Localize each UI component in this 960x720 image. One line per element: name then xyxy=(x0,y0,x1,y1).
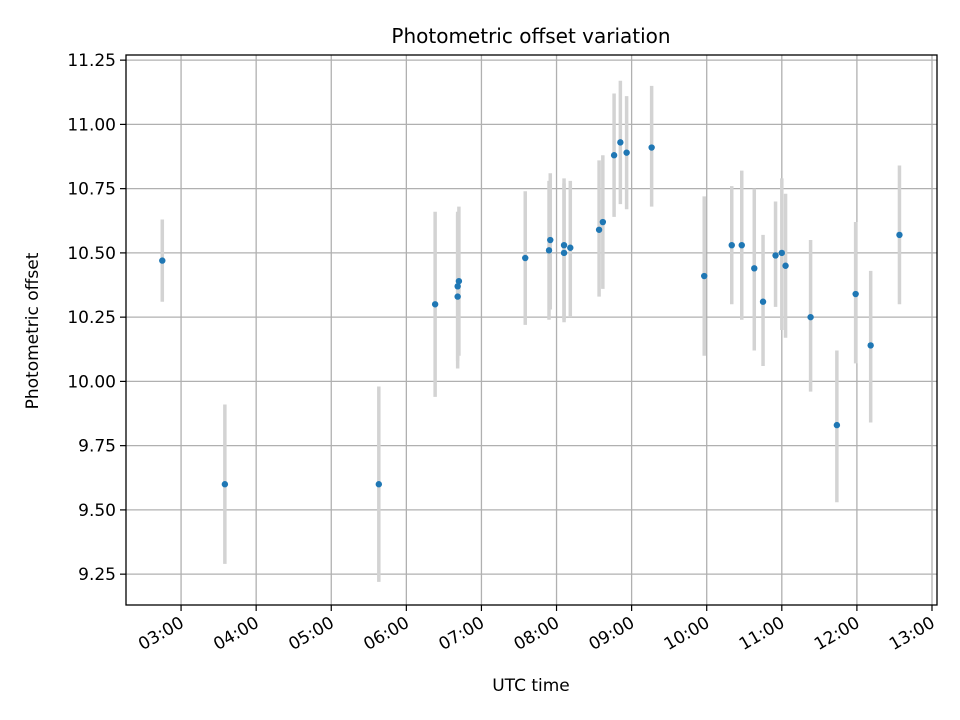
x-tick-label: 06:00 xyxy=(360,613,412,655)
data-point xyxy=(807,313,814,321)
data-point xyxy=(159,257,166,264)
x-tick-label: 12:00 xyxy=(811,613,863,655)
data-point xyxy=(560,249,568,257)
data-point xyxy=(852,290,859,298)
data-point xyxy=(595,226,603,233)
x-tick-label: 10:00 xyxy=(661,613,713,655)
y-tick-label: 9.75 xyxy=(78,437,116,457)
x-tick-label: 09:00 xyxy=(586,613,638,655)
data-point xyxy=(701,272,708,280)
y-tick-label: 11.25 xyxy=(67,51,116,71)
data-point xyxy=(648,144,655,151)
x-tick-label: 03:00 xyxy=(135,613,187,655)
y-axis-title: Photometric offset xyxy=(23,252,43,409)
x-axis-title: UTC time xyxy=(492,676,570,696)
data-point xyxy=(617,139,624,146)
data-point xyxy=(567,244,574,251)
x-tick-label: 08:00 xyxy=(511,613,563,655)
data-point xyxy=(375,481,383,488)
error-bars xyxy=(160,80,902,582)
data-point xyxy=(759,298,767,305)
x-tick-label: 05:00 xyxy=(285,613,337,655)
data-point xyxy=(728,241,735,249)
chart-title: Photometric offset variation xyxy=(391,24,670,48)
data-point xyxy=(867,342,874,349)
x-tick-label: 07:00 xyxy=(436,613,488,655)
data-point xyxy=(833,421,841,429)
data-point xyxy=(454,293,461,300)
y-tick-label: 9.25 xyxy=(78,565,116,585)
data-points xyxy=(159,139,903,488)
y-tick-label: 10.00 xyxy=(67,372,116,392)
data-point xyxy=(623,149,630,156)
data-point xyxy=(772,252,779,259)
y-tick-label: 11.00 xyxy=(67,115,116,135)
data-point xyxy=(455,277,463,285)
data-point xyxy=(545,247,553,254)
data-point xyxy=(431,301,439,308)
x-tick-label: 11:00 xyxy=(736,613,788,655)
y-tick-label: 9.50 xyxy=(78,501,116,521)
x-axis: 03:00 04:00 05:00 06:00 07:00 08:00 09:00 10:00… xyxy=(135,605,938,655)
data-point xyxy=(782,262,789,269)
data-point xyxy=(547,236,554,244)
data-point xyxy=(896,231,903,239)
data-point xyxy=(454,283,461,290)
data-point xyxy=(599,218,607,226)
y-axis: 9.25 9.50 9.75 10.00 10.25 10.50 10.75 11.00 11.… xyxy=(67,51,126,585)
data-point xyxy=(522,254,529,262)
plot-area-frame xyxy=(125,54,938,606)
y-tick-label: 10.75 xyxy=(67,180,116,200)
x-tick-label: 13:00 xyxy=(886,613,938,655)
data-point xyxy=(778,249,786,257)
data-point xyxy=(610,152,618,159)
y-tick-label: 10.50 xyxy=(67,244,116,264)
y-tick-label: 10.25 xyxy=(67,308,116,328)
data-point xyxy=(221,481,229,488)
grid xyxy=(126,55,937,605)
x-tick-label: 04:00 xyxy=(210,613,262,655)
data-point xyxy=(751,265,758,272)
data-point xyxy=(560,241,568,249)
data-point xyxy=(738,241,745,249)
